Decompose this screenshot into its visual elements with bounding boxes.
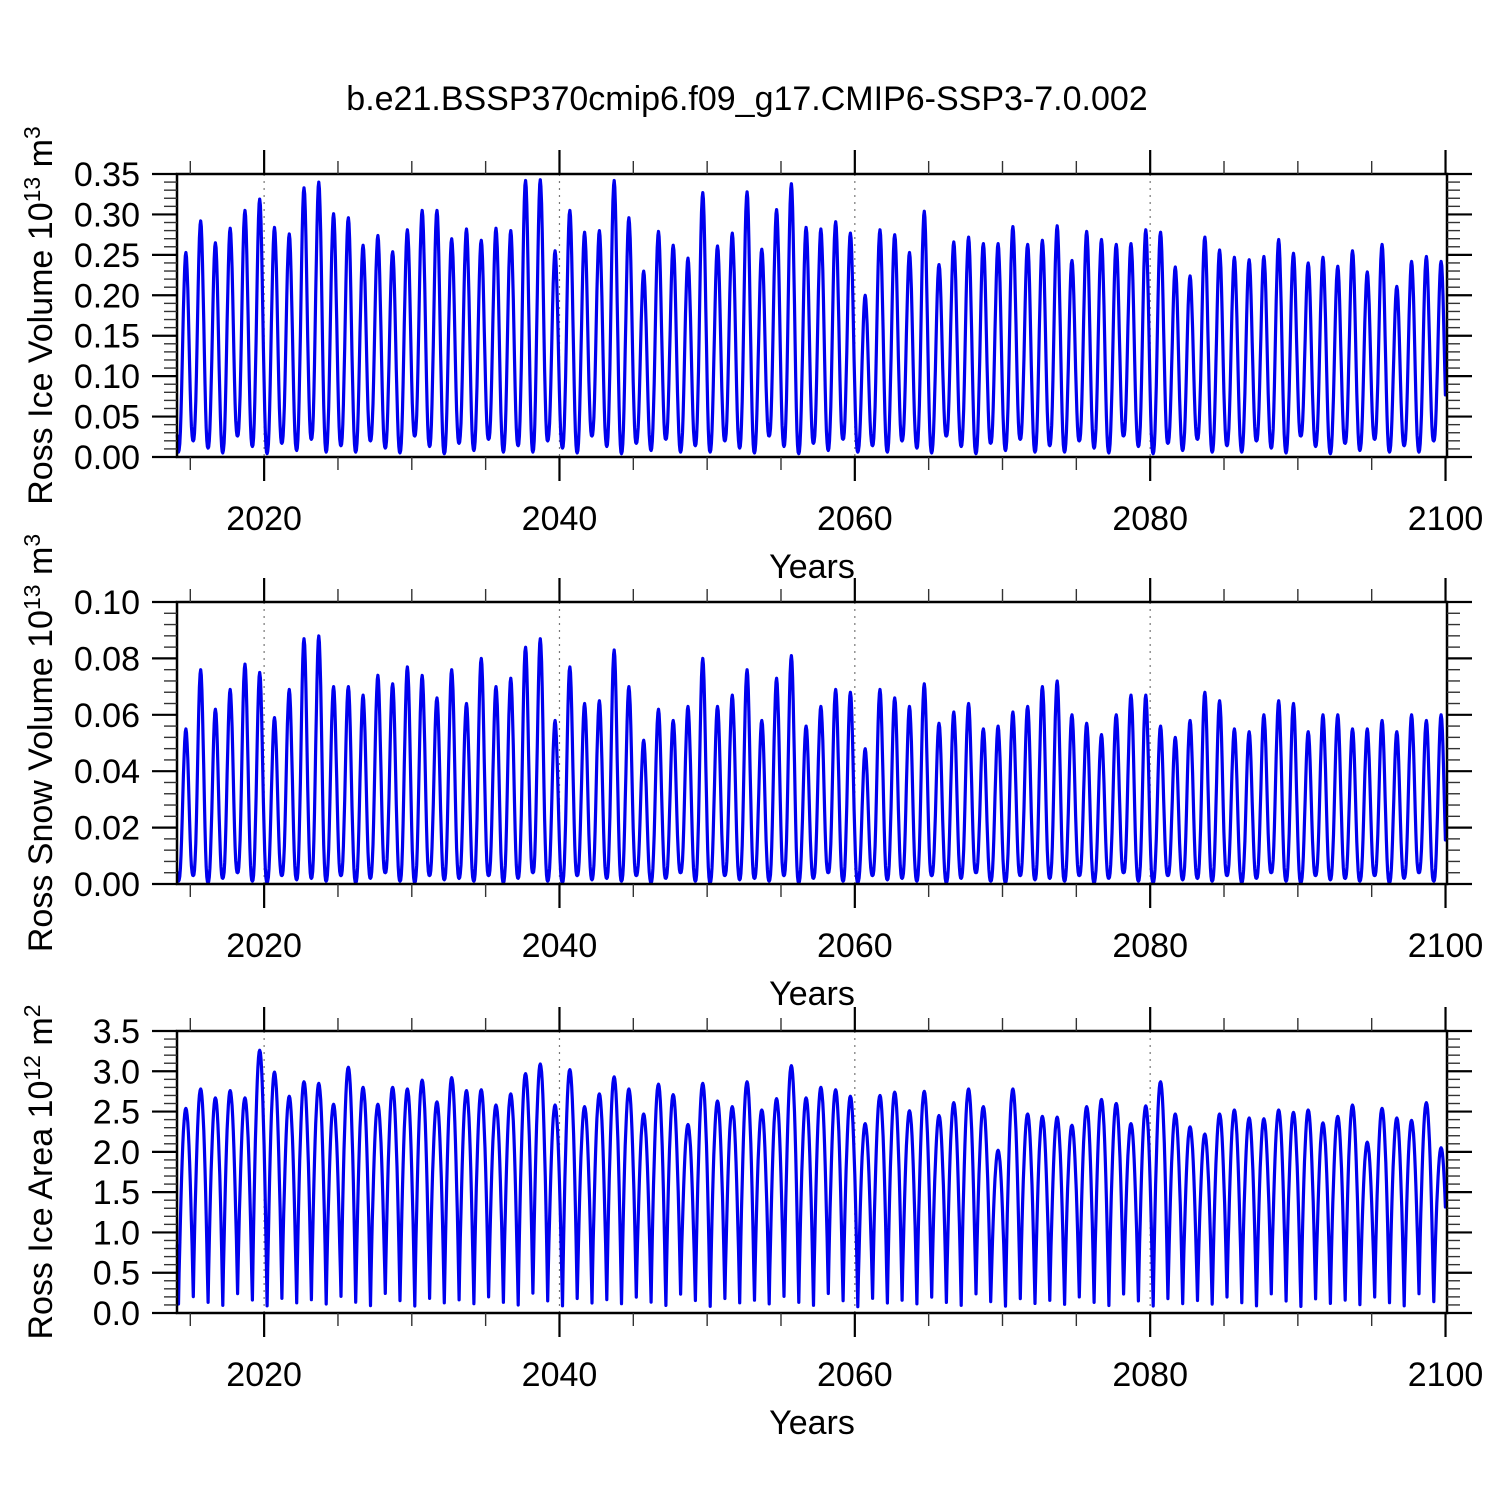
x-axis-title: Years: [769, 1404, 855, 1442]
y-tick-label: 0.25: [74, 237, 140, 275]
y-axis-title: Ross Snow Volume 1013 m3: [19, 534, 60, 952]
y-tick-label: 0.04: [74, 753, 140, 791]
y-tick-label: 0.06: [74, 697, 140, 735]
x-tick-label: 2100: [1408, 500, 1484, 538]
x-tick-label: 2080: [1112, 1356, 1188, 1394]
x-axis-title: Years: [769, 548, 855, 586]
y-tick-label: 0.05: [74, 399, 140, 437]
x-tick-label: 2020: [226, 927, 302, 965]
y-tick-label: 2.5: [93, 1094, 140, 1132]
y-axis-title: Ross Ice Volume 1013 m3: [19, 126, 60, 505]
data-line-ross-snow-volume: [175, 634, 1447, 885]
x-tick-label: 2060: [817, 927, 893, 965]
y-tick-label: 0.30: [74, 196, 140, 234]
x-tick-label: 2060: [817, 1356, 893, 1394]
chart-panel-ross-ice-volume: 2020 2040 2060 2080 2100 0.000.050.100.150.20…: [19, 126, 1483, 586]
y-tick-label: 0.08: [74, 640, 140, 678]
chart-panel-ross-ice-area: 2020 2040 2060 2080 21000.00.51.01.52.02.53.…: [19, 1004, 1483, 1442]
y-tick-label: 0.00: [74, 439, 140, 477]
y-tick-label: 0.5: [93, 1255, 140, 1293]
y-axis-title: Ross Ice Area 1012 m2: [19, 1004, 60, 1339]
y-tick-label: 0.02: [74, 810, 140, 848]
plot-frame: [175, 600, 1449, 886]
data-line-ross-ice-area: [175, 1048, 1447, 1309]
x-tick-label: 2040: [522, 1356, 598, 1394]
x-tick-label: 2060: [817, 500, 893, 538]
y-tick-label: 0.15: [74, 318, 140, 356]
x-tick-label: 2020: [226, 1356, 302, 1394]
x-tick-label: 2080: [1112, 927, 1188, 965]
y-tick-label: 2.0: [93, 1134, 140, 1172]
y-tick-label: 0.10: [74, 584, 140, 622]
x-tick-label: 2100: [1408, 927, 1484, 965]
y-tick-label: 3.0: [93, 1053, 140, 1091]
x-tick-label: 2100: [1408, 1356, 1484, 1394]
plot-frame: [175, 172, 1449, 459]
y-tick-label: 3.5: [93, 1013, 140, 1051]
x-tick-label: 2080: [1112, 500, 1188, 538]
y-tick-label: 0.35: [74, 156, 140, 194]
y-tick-label: 0.00: [74, 866, 140, 904]
y-tick-label: 0.0: [93, 1295, 140, 1333]
x-axis-title: Years: [769, 975, 855, 1013]
y-tick-label: 0.10: [74, 358, 140, 396]
x-tick-label: 2040: [522, 500, 598, 538]
plot-frame: [175, 1029, 1449, 1315]
x-tick-label: 2040: [522, 927, 598, 965]
chart-title: b.e21.BSSP370cmip6.f09_g17.CMIP6-SSP3-7.…: [346, 80, 1147, 118]
y-tick-label: 1.0: [93, 1214, 140, 1252]
y-tick-label: 1.5: [93, 1174, 140, 1212]
x-tick-label: 2020: [226, 500, 302, 538]
data-line-ross-ice-volume: [175, 178, 1447, 456]
y-tick-label: 0.20: [74, 277, 140, 315]
chart-panel-ross-snow-volume: 2020 2040 2060 2080 2100 0.00 0.02 0.04 0.06 0.08…: [19, 534, 1483, 1013]
